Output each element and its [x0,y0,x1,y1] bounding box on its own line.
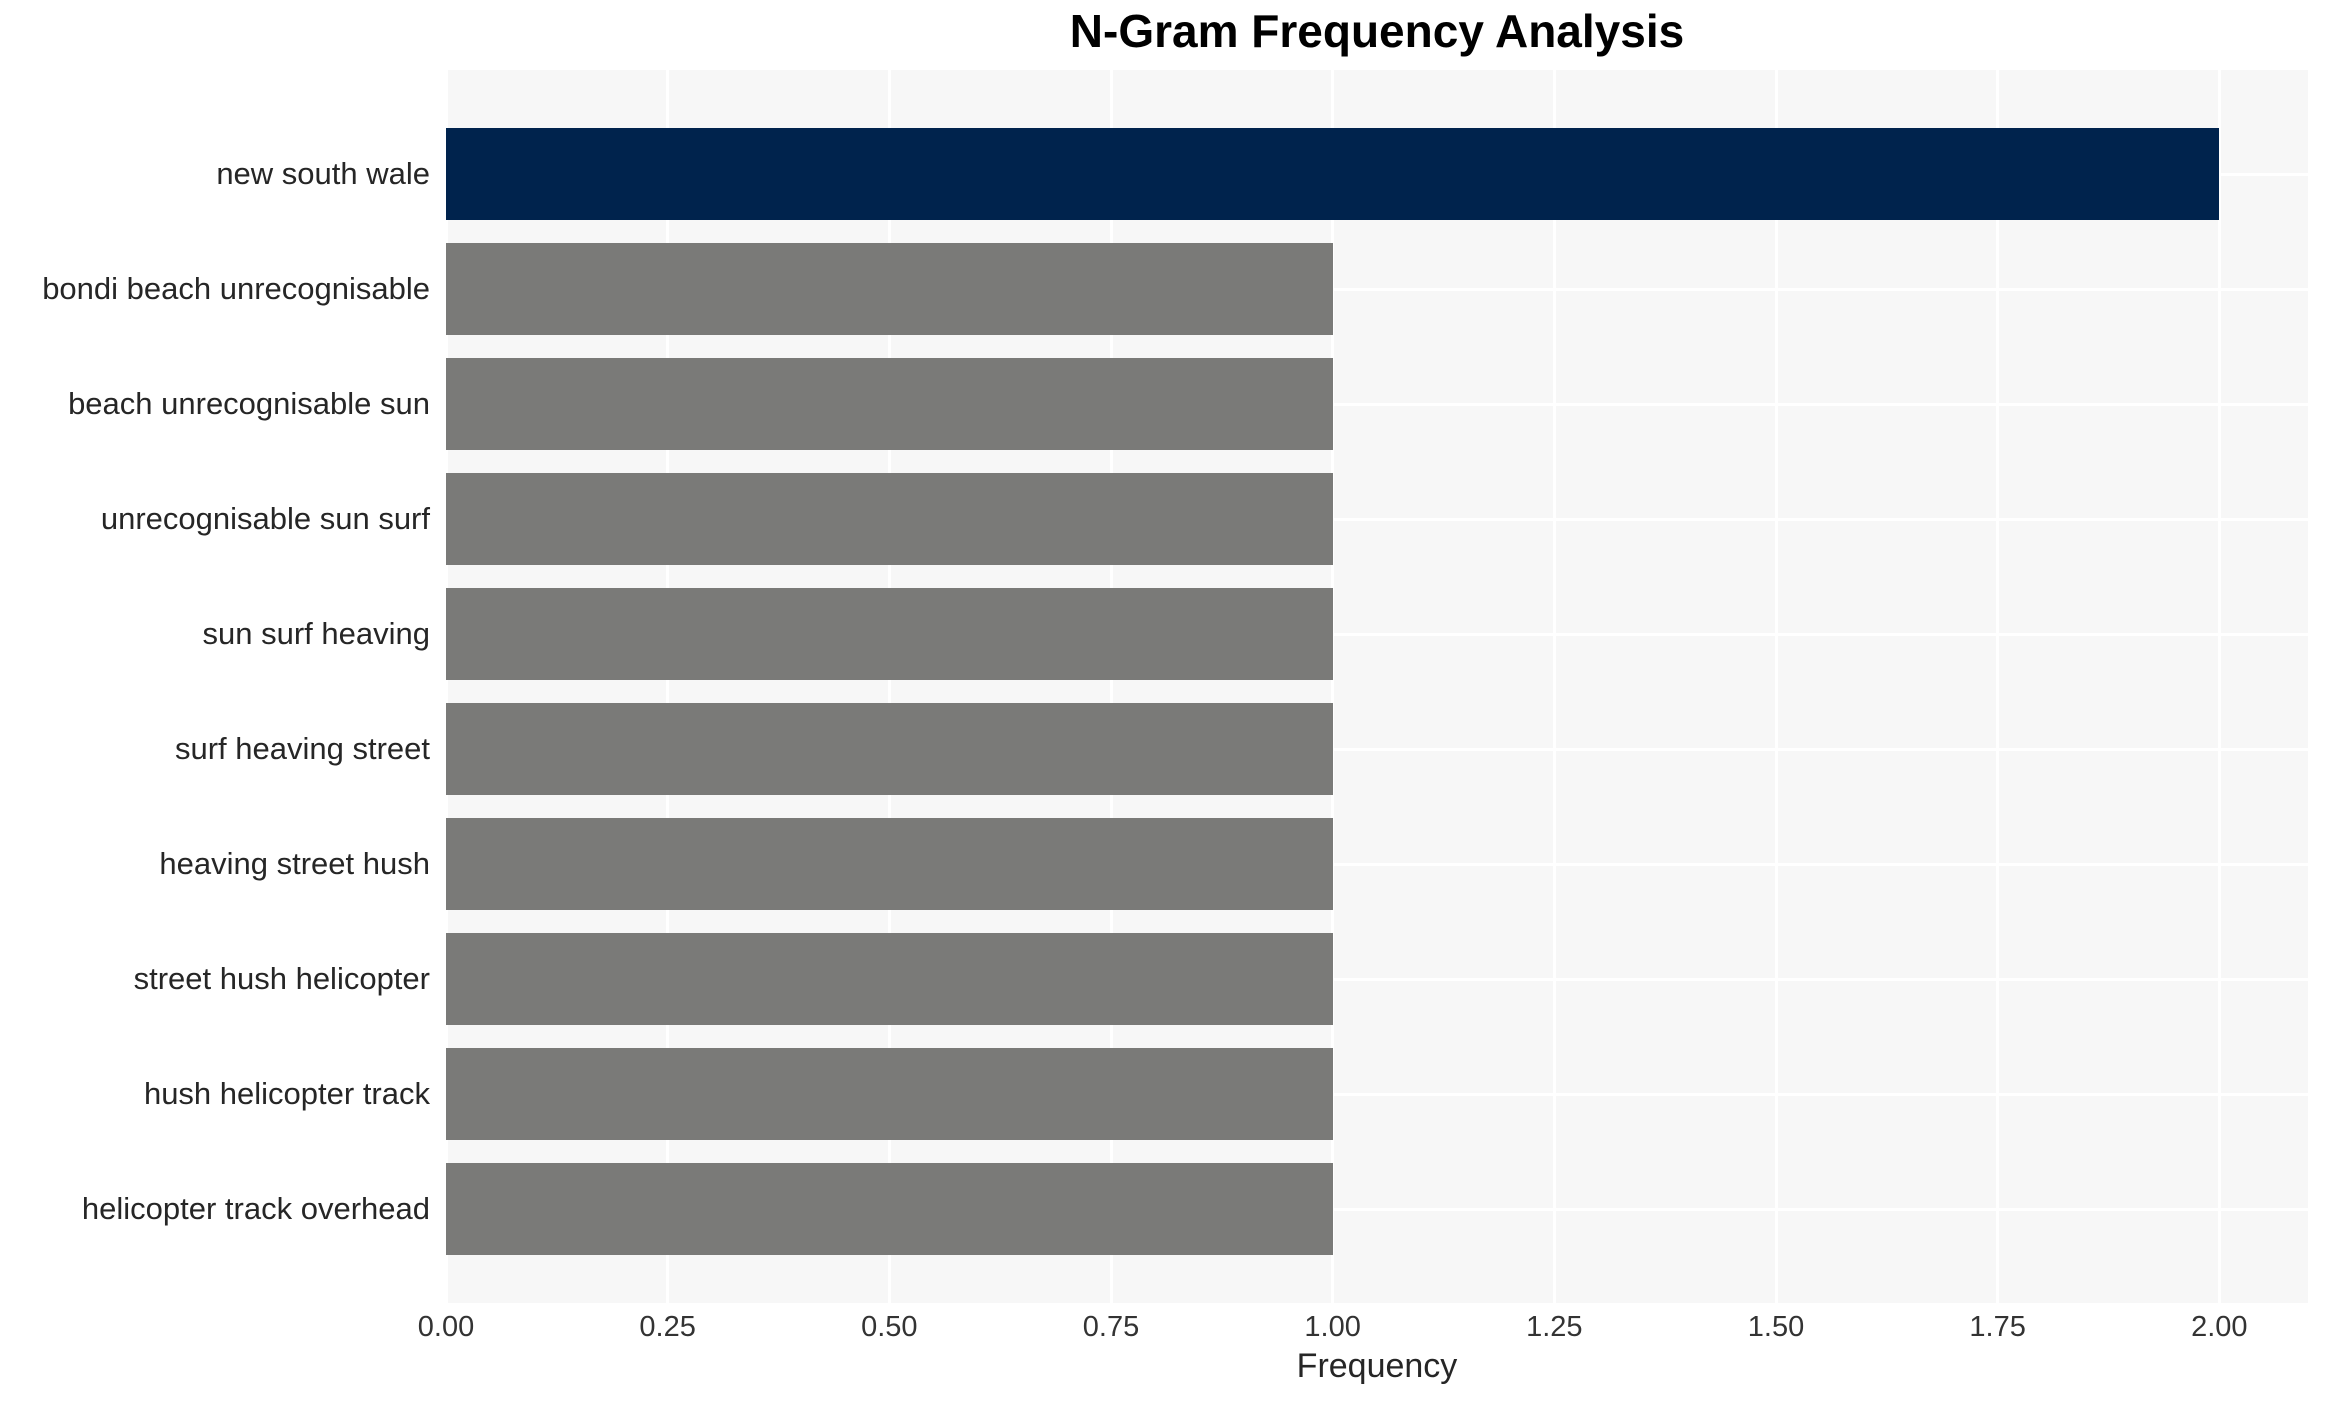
gridline-vertical [1774,70,1778,1303]
gridline-horizontal [446,287,2308,291]
gridline-vertical [1996,70,2000,1303]
x-tick-label: 0.75 [1082,1311,1140,1343]
plot-area [444,70,2308,1303]
gridline-horizontal [446,747,2308,751]
gridline-vertical [1552,70,1556,1303]
gridline-vertical [2217,70,2221,1303]
gridline-horizontal [446,1207,2308,1211]
x-axis-label: Frequency [1296,1347,1458,1385]
x-tick-label: 0.50 [861,1311,918,1343]
x-tick-label: 1.50 [1747,1311,1805,1343]
x-tick-label: 1.00 [1304,1311,1361,1343]
y-tick-label: street hush helicopter [133,961,430,996]
gridline-vertical [444,70,448,1303]
bar [446,703,1333,795]
gridline-horizontal [446,632,2308,636]
bar [446,818,1333,910]
y-tick-label: new south wale [216,156,430,191]
gridline-horizontal [446,977,2308,981]
gridline-horizontal [446,862,2308,866]
gridline-horizontal [446,517,2308,521]
y-tick-label: hush helicopter track [143,1076,430,1111]
bar [446,933,1333,1025]
x-tick-label: 1.25 [1526,1311,1583,1343]
bar [446,243,1333,335]
y-tick-label: unrecognisable sun surf [100,501,430,536]
gridline-vertical [887,70,891,1303]
y-tick-label: sun surf heaving [202,616,430,651]
gridline-vertical [666,70,670,1303]
gridline-horizontal [446,1092,2308,1096]
bar [446,588,1333,680]
gridline-horizontal [446,402,2308,406]
bar [446,1048,1333,1140]
y-tick-label: helicopter track overhead [81,1191,430,1226]
bar [446,358,1333,450]
bar [446,473,1333,565]
y-tick-label: heaving street hush [159,846,430,881]
x-tick-label: 0.00 [417,1311,475,1343]
chart-title: N-Gram Frequency Analysis [1069,5,1685,57]
bar [446,1163,1333,1255]
bar [446,128,2220,220]
gridline-vertical [1331,70,1335,1303]
y-tick-label: surf heaving street [174,731,430,766]
x-tick-label: 1.75 [1969,1311,2026,1343]
y-tick-label: bondi beach unrecognisable [42,271,430,306]
gridline-vertical [1109,70,1113,1303]
x-tick-label: 0.25 [639,1311,696,1343]
x-tick-label: 2.00 [2191,1311,2248,1343]
y-tick-label: beach unrecognisable sun [68,386,430,421]
